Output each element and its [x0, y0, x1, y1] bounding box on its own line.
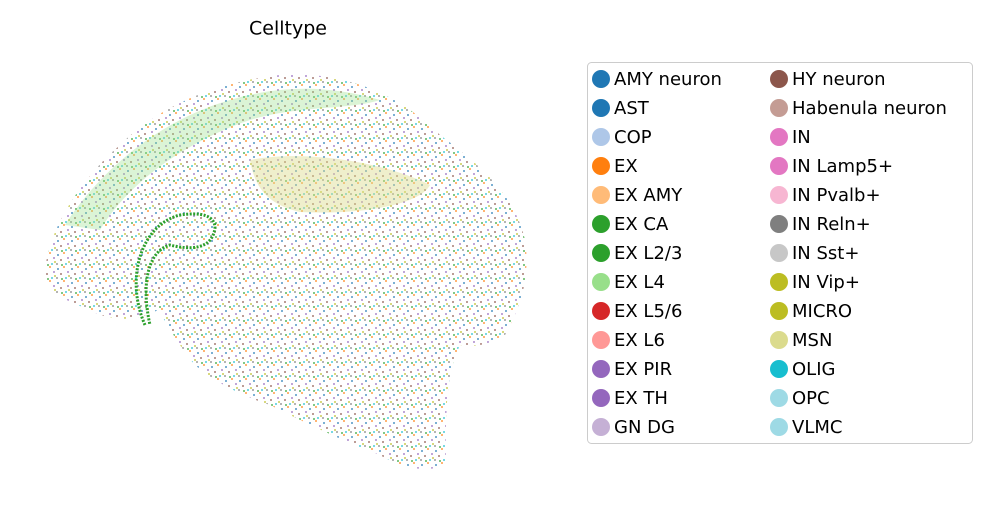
legend-label: MSN [792, 330, 832, 351]
legend-label: AST [614, 98, 650, 119]
chart-title: Celltype [249, 18, 327, 40]
legend-marker [592, 389, 610, 407]
legend-label: IN Vip+ [792, 272, 860, 293]
legend-marker [770, 215, 788, 233]
legend-label: EX CA [614, 214, 669, 235]
legend-label: EX L5/6 [614, 301, 682, 322]
legend-marker [592, 302, 610, 320]
legend-label: EX L2/3 [614, 243, 682, 264]
cortex-band [65, 88, 380, 230]
legend-marker [770, 273, 788, 291]
hippocampus-band [134, 212, 217, 326]
legend-label: IN Lamp5+ [792, 156, 893, 177]
legend-marker [770, 418, 788, 436]
legend-label: OLIG [792, 359, 835, 380]
legend-marker [592, 273, 610, 291]
legend-label: COP [614, 127, 652, 148]
legend-marker [770, 389, 788, 407]
legend-label: MICRO [792, 301, 852, 322]
legend-marker [770, 70, 788, 88]
legend-label: EX TH [614, 388, 668, 409]
legend-label: IN Sst+ [792, 243, 859, 264]
legend-label: IN Reln+ [792, 214, 871, 235]
tissue-area [45, 74, 527, 469]
legend-label: EX L6 [614, 330, 665, 351]
legend-label: Habenula neuron [792, 98, 947, 119]
legend-marker [770, 331, 788, 349]
legend-marker [770, 128, 788, 146]
legend-label: EX AMY [614, 185, 683, 206]
msn-region [250, 156, 430, 213]
legend-label: EX PIR [614, 359, 672, 380]
legend-marker [770, 360, 788, 378]
legend-label: IN Pvalb+ [792, 185, 881, 206]
legend-marker [592, 99, 610, 117]
legend-label: IN [792, 127, 811, 148]
legend-marker [592, 244, 610, 262]
legend-marker [770, 99, 788, 117]
legend-marker [592, 70, 610, 88]
legend-marker [770, 186, 788, 204]
legend-label: VLMC [792, 417, 842, 438]
legend-marker [592, 331, 610, 349]
legend-marker [592, 215, 610, 233]
legend-marker [770, 244, 788, 262]
legend-marker [770, 157, 788, 175]
legend-label: EX L4 [614, 272, 665, 293]
legend-label: OPC [792, 388, 830, 409]
legend-marker [592, 186, 610, 204]
legend-marker [592, 418, 610, 436]
legend-marker [592, 157, 610, 175]
legend-label: GN DG [614, 417, 675, 438]
legend-marker [592, 128, 610, 146]
legend-marker [770, 302, 788, 320]
cell-cloud [45, 74, 527, 469]
legend: AMY neuron AST COP EX EX AMY EX CA EX L2/3 EX L… [592, 69, 947, 438]
legend-label: HY neuron [792, 69, 886, 90]
legend-label: EX [614, 156, 638, 177]
legend-marker [592, 360, 610, 378]
legend-label: AMY neuron [614, 69, 722, 90]
